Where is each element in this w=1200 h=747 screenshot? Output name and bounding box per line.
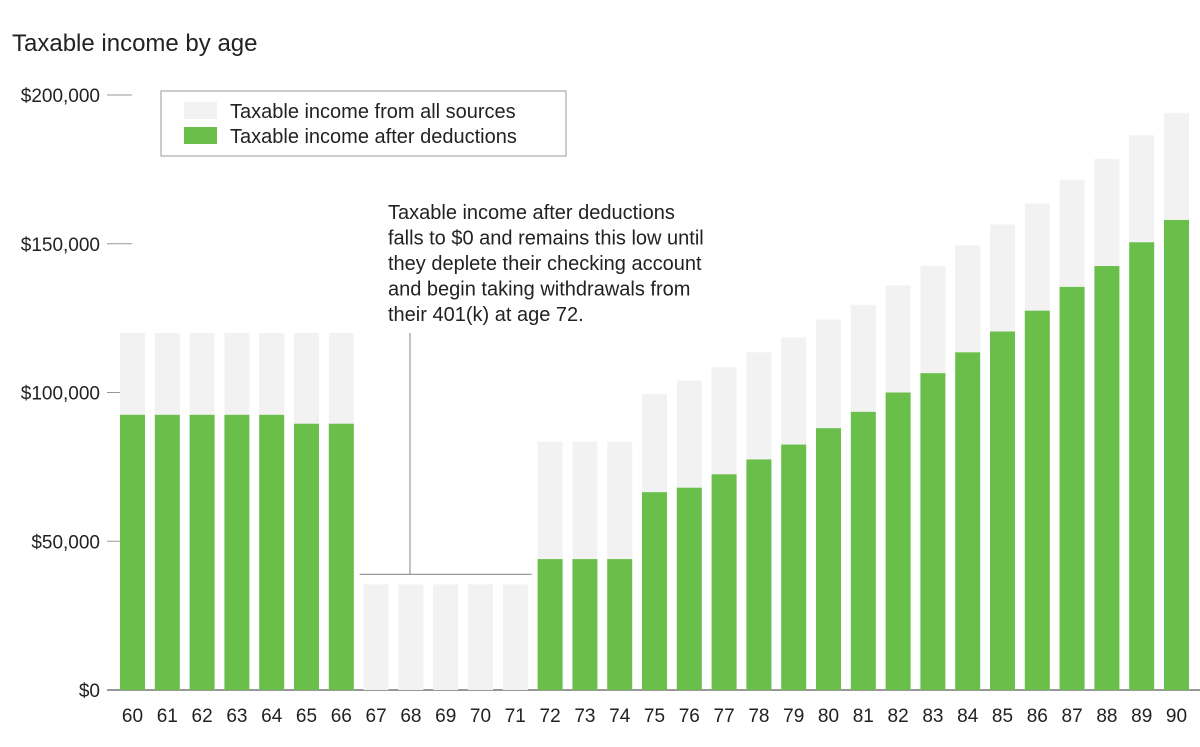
x-tick-label: 61 — [157, 706, 178, 727]
annotation-text-line: falls to $0 and remains this low until — [388, 228, 704, 250]
bar-total-income — [468, 584, 493, 690]
x-tick-label: 83 — [922, 706, 943, 727]
x-tick-label: 73 — [574, 706, 595, 727]
x-tick-label: 60 — [122, 706, 143, 727]
x-tick-label: 67 — [366, 706, 387, 727]
bar-income-after-deductions — [1059, 286, 1085, 690]
bar-income-after-deductions — [572, 559, 598, 690]
bar-income-after-deductions — [537, 559, 563, 690]
bar-income-after-deductions — [607, 559, 633, 690]
bar-income-after-deductions — [259, 414, 285, 690]
bar-income-after-deductions — [328, 423, 354, 690]
x-tick-label: 84 — [957, 706, 979, 727]
y-tick-label: $0 — [79, 681, 100, 702]
bar-income-after-deductions — [955, 352, 981, 690]
x-tick-label: 82 — [888, 706, 909, 727]
x-tick-label: 88 — [1096, 706, 1117, 727]
bar-income-after-deductions — [1129, 242, 1155, 690]
x-tick-label: 68 — [400, 706, 421, 727]
bar-income-after-deductions — [642, 492, 667, 690]
annotation-text-line: they deplete their checking account — [388, 253, 702, 275]
x-tick-label: 62 — [192, 706, 213, 727]
bar-income-after-deductions — [224, 414, 250, 690]
x-tick-label: 63 — [226, 706, 247, 727]
bar-total-income — [363, 584, 389, 690]
y-tick-label: $200,000 — [21, 86, 100, 107]
bar-income-after-deductions — [1024, 310, 1050, 690]
bar-income-after-deductions — [676, 487, 702, 690]
bar-income-after-deductions — [1164, 219, 1189, 690]
x-tick-label: 89 — [1131, 706, 1152, 727]
y-tick-label: $50,000 — [31, 532, 100, 553]
bar-total-income — [433, 584, 459, 690]
x-tick-label: 80 — [818, 706, 839, 727]
legend-label: Taxable income from all sources — [230, 101, 516, 123]
bar-total-income — [398, 584, 424, 690]
x-tick-label: 70 — [470, 706, 491, 727]
bar-income-after-deductions — [850, 411, 876, 690]
bar-income-after-deductions — [920, 373, 946, 690]
bar-income-after-deductions — [885, 392, 911, 690]
bar-income-after-deductions — [816, 428, 841, 690]
bar-total-income — [502, 584, 528, 690]
bar-income-after-deductions — [120, 414, 145, 690]
bar-income-after-deductions — [781, 444, 807, 690]
y-tick-label: $100,000 — [21, 384, 100, 405]
legend-box — [160, 90, 567, 157]
x-tick-label: 77 — [714, 706, 735, 727]
bar-income-after-deductions — [154, 414, 180, 690]
x-tick-label: 87 — [1062, 706, 1083, 727]
x-tick-label: 79 — [783, 706, 804, 727]
bar-income-after-deductions — [189, 414, 215, 690]
x-tick-label: 66 — [331, 706, 352, 727]
x-tick-label: 64 — [261, 706, 283, 727]
x-tick-label: 75 — [644, 706, 665, 727]
x-tick-label: 78 — [748, 706, 769, 727]
chart-title: Taxable income by age — [12, 30, 258, 57]
x-tick-label: 74 — [609, 706, 631, 727]
legend-swatch — [184, 127, 217, 144]
x-tick-label: 65 — [296, 706, 317, 727]
bar-income-after-deductions — [294, 423, 319, 690]
y-tick-label: $150,000 — [21, 235, 100, 256]
bar-income-after-deductions — [746, 459, 772, 690]
x-tick-label: 85 — [992, 706, 1013, 727]
legend-swatch — [184, 102, 217, 119]
x-tick-label: 72 — [540, 706, 561, 727]
bar-income-after-deductions — [990, 331, 1015, 690]
x-tick-label: 81 — [853, 706, 874, 727]
bar-income-after-deductions — [711, 474, 737, 690]
x-tick-label: 76 — [679, 706, 700, 727]
x-tick-label: 86 — [1027, 706, 1048, 727]
x-tick-label: 69 — [435, 706, 456, 727]
annotation-text-line: their 401(k) at age 72. — [388, 304, 584, 326]
legend-label: Taxable income after deductions — [230, 126, 517, 148]
x-tick-label: 90 — [1166, 706, 1187, 727]
bar-income-after-deductions — [1094, 266, 1120, 690]
annotation-text-line: and begin taking withdrawals from — [388, 279, 690, 301]
annotation-text-line: Taxable income after deductions — [388, 202, 675, 224]
x-tick-label: 71 — [505, 706, 526, 727]
